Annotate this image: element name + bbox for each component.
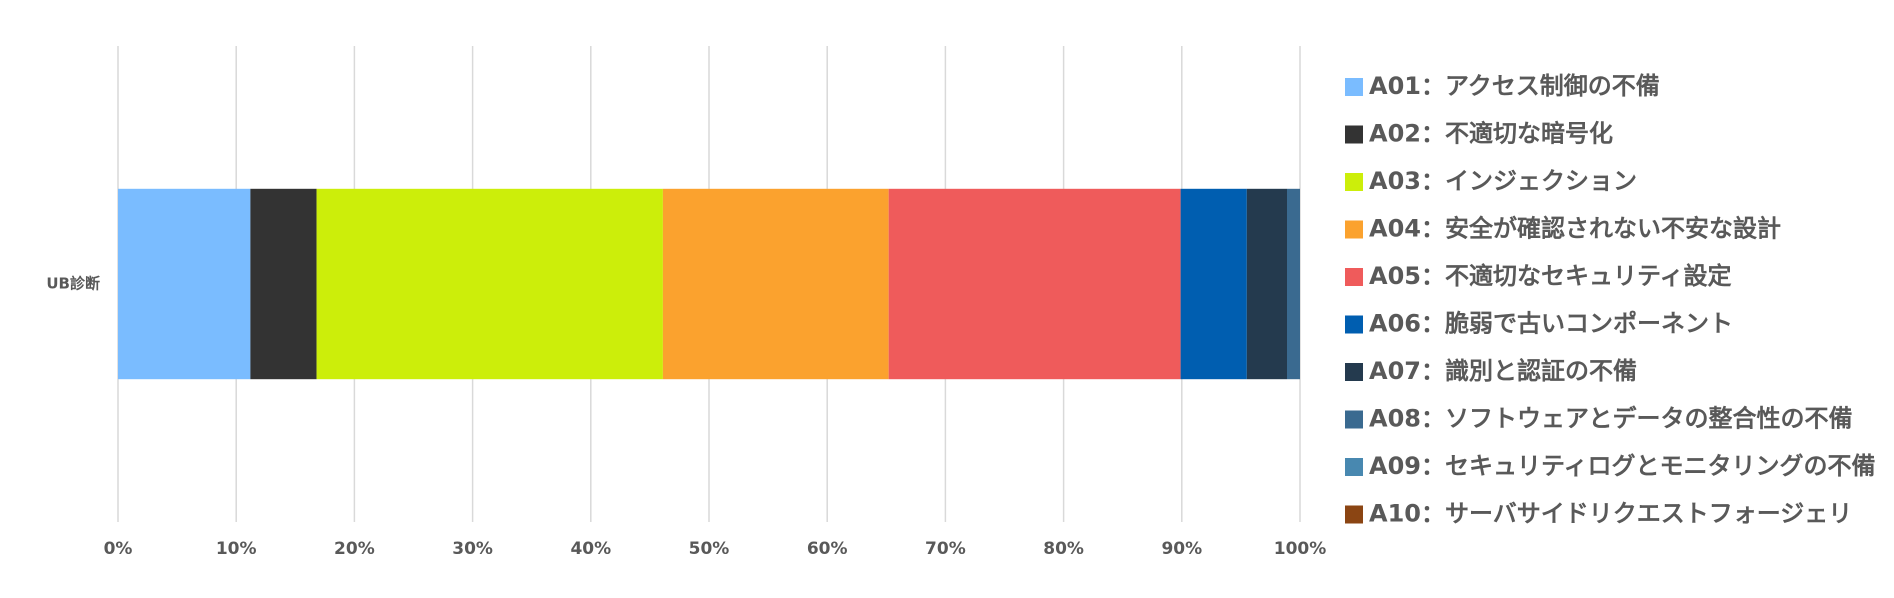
legend-label: A01：アクセス制御の不備 — [1369, 72, 1660, 100]
bar-segment — [250, 188, 317, 380]
legend-label: A10：サーバサイドリクエストフォージェリ — [1369, 500, 1852, 528]
legend-label: A02：不適切な暗号化 — [1369, 120, 1613, 148]
x-tick-label: 0% — [104, 539, 133, 559]
legend-label: A04：安全が確認されない不安な設計 — [1369, 215, 1781, 243]
bar-segment — [316, 188, 663, 380]
legend-label: A05：不適切なセキュリティ設定 — [1369, 262, 1732, 290]
legend-swatch — [1345, 268, 1363, 286]
legend-swatch — [1345, 220, 1363, 239]
bar-segment — [888, 188, 1181, 380]
legend-label: A06：脆弱で古いコンポーネント — [1369, 310, 1733, 338]
legend-swatch — [1345, 458, 1363, 476]
x-tick-label: 40% — [570, 539, 611, 559]
legend-swatch — [1345, 505, 1363, 524]
x-tick-label: 20% — [334, 539, 375, 559]
x-tick-label: 60% — [807, 539, 848, 559]
legend-label: A08：ソフトウェアとデータの整合性の不備 — [1369, 405, 1853, 433]
x-tick-label: 50% — [689, 539, 730, 559]
legend-label: A03：インジェクション — [1369, 167, 1637, 195]
x-tick-label: 80% — [1043, 539, 1084, 559]
legend-label: A09：セキュリティログとモニタリングの不備 — [1369, 452, 1876, 480]
legend-swatch — [1345, 125, 1363, 144]
x-tick-label: 100% — [1274, 539, 1327, 559]
legend-swatch — [1345, 363, 1363, 381]
x-tick-label: 10% — [216, 539, 257, 559]
legend-swatch — [1345, 315, 1363, 334]
x-tick-label: 90% — [1161, 539, 1202, 559]
legend-swatch — [1345, 78, 1363, 96]
y-tick-label: UB診断 — [46, 275, 100, 293]
bar-segment — [662, 188, 889, 380]
legend-label: A07：識別と認証の不備 — [1369, 357, 1637, 385]
bar-segment — [1180, 188, 1247, 380]
x-tick-label: 30% — [452, 539, 493, 559]
x-tick-label: 70% — [925, 539, 966, 559]
bar-segment — [1246, 188, 1287, 380]
legend-swatch — [1345, 410, 1363, 429]
bar-segment — [1286, 188, 1300, 380]
legend-swatch — [1345, 173, 1363, 191]
bar-segment — [118, 188, 251, 380]
